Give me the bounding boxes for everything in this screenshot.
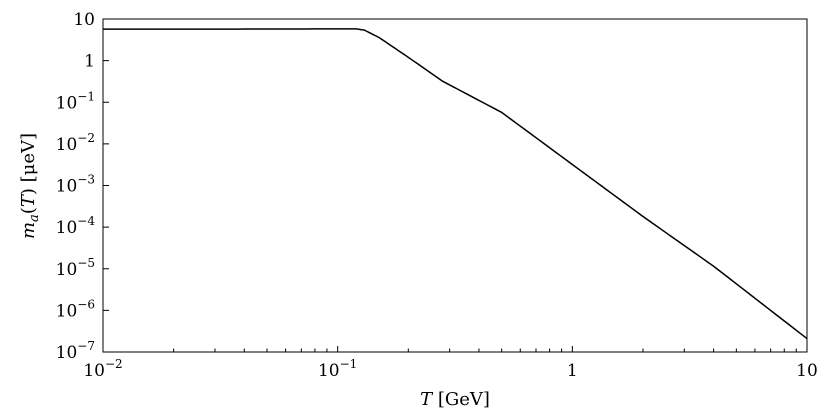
x-axis-label: T [GeV] (420, 389, 490, 410)
x-tick-label: 1 (567, 361, 578, 381)
y-tick-label: 10−5 (56, 256, 95, 280)
y-tick-label: 10 (73, 10, 95, 30)
y-tick-label: 10−1 (56, 89, 95, 113)
y-axis-label: ma(T) [μeV] (18, 133, 42, 239)
x-tick-label: 10−1 (318, 357, 357, 381)
x-tick-label: 10−2 (83, 357, 122, 381)
x-tick-label: 10 (796, 361, 818, 381)
plot-frame (102, 18, 808, 353)
series-line (103, 28, 808, 340)
ticks-group (102, 18, 808, 353)
y-tick-label: 1 (84, 52, 95, 72)
y-tick-label: 10−3 (56, 173, 95, 197)
y-tick-label: 10−6 (56, 297, 95, 321)
y-tick-label: 10−7 (56, 339, 95, 363)
tick-labels-group: 10−2 10−1 1 10 10 1 10−1 10−2 10−3 10−4 10−5 10−6 10… (56, 10, 818, 381)
y-tick-label: 10−4 (56, 214, 96, 238)
y-tick-label: 10−2 (56, 131, 95, 155)
